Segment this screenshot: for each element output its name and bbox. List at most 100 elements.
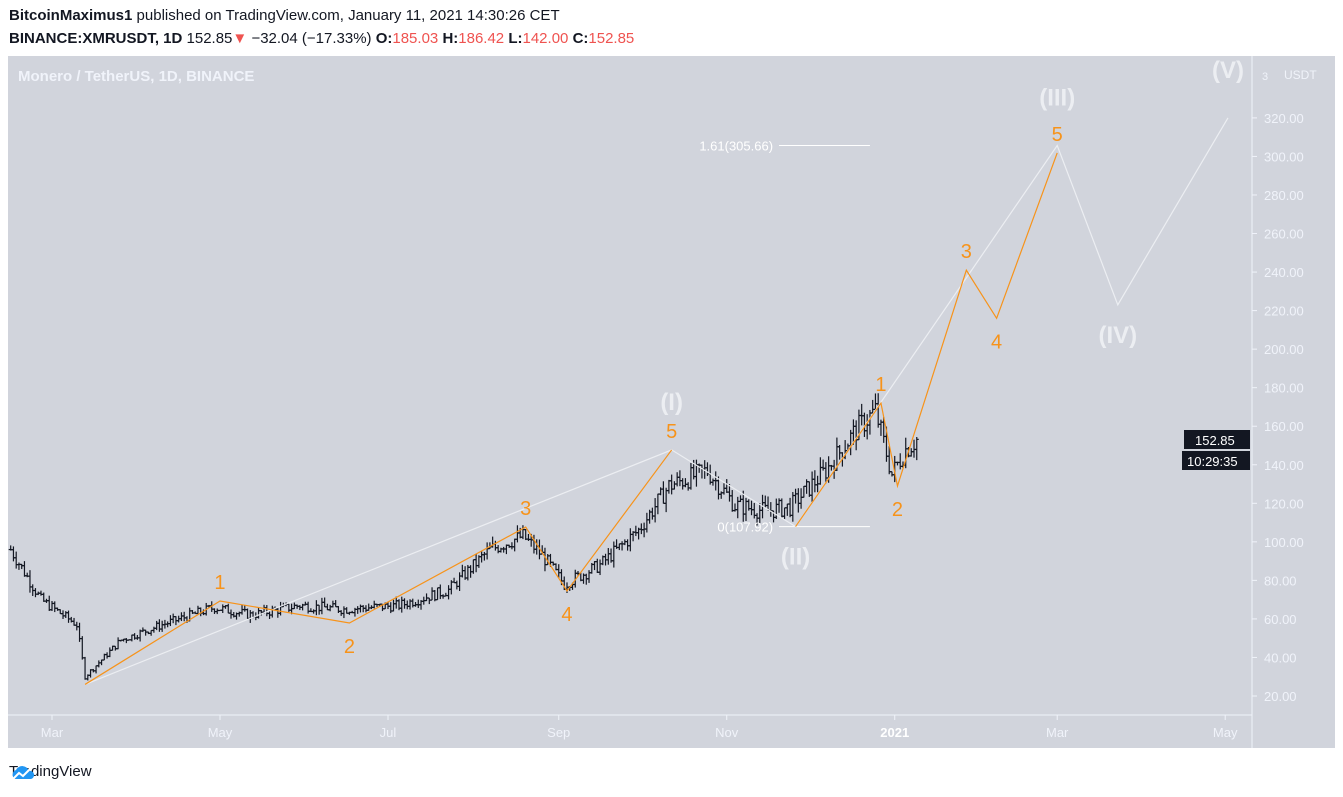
ohlc-bar: [454, 580, 459, 590]
y-tick-label: 80.00: [1264, 573, 1297, 588]
minor-wave-label: 2: [344, 636, 355, 658]
ohlc-bar: [22, 561, 27, 577]
ohlc-bar: [606, 548, 611, 565]
ohlc-bar: [914, 436, 919, 461]
ohlc-bar: [157, 619, 162, 632]
ohlc-bar: [683, 478, 688, 488]
ohlc-bar: [782, 507, 787, 520]
ohlc-bar: [598, 559, 603, 576]
minor-wave-label: 3: [520, 498, 531, 520]
x-tick-label: May: [208, 725, 233, 740]
ohlc-bar: [341, 606, 346, 619]
ohlc-bar: [105, 652, 110, 659]
y-tick-label: 60.00: [1264, 612, 1297, 627]
ohlc-bar: [435, 587, 440, 601]
ohlc-bar: [314, 600, 319, 616]
ohlc-bar: [592, 561, 597, 571]
ohlc-bar: [512, 538, 517, 552]
ohlc-bar: [628, 528, 633, 552]
ohlc-bar: [363, 605, 368, 613]
chart-title: Monero / TetherUS, 1D, BINANCE: [18, 68, 254, 85]
major-wave-label: (IV): [1098, 322, 1137, 349]
ohlc-bar: [799, 488, 804, 509]
ohlc-bar: [427, 597, 432, 605]
ohlc-bar: [482, 551, 487, 561]
ohlc-bar: [471, 559, 476, 574]
author-name[interactable]: BitcoinMaximus1: [9, 7, 133, 24]
ohlc-bar: [402, 598, 407, 609]
ohlc-bar: [355, 606, 360, 614]
ohlc-bar: [653, 498, 658, 523]
ohlc-bar: [405, 600, 410, 610]
x-tick-label: Mar: [41, 725, 64, 740]
minor-wave-label: 1: [875, 374, 886, 396]
open-value: 185.03: [392, 30, 439, 47]
ohlc-bar: [876, 393, 881, 428]
low-value: 142.00: [522, 30, 569, 47]
ohlc-bar: [215, 608, 220, 615]
ohlc-bar: [730, 490, 735, 512]
ohlc-bar: [446, 585, 451, 600]
ohlc-bar: [129, 634, 134, 642]
ohlc-bar: [179, 612, 184, 622]
ohlc-bar: [801, 485, 806, 498]
ohlc-bar: [399, 596, 404, 613]
ohlc-bar: [27, 570, 32, 593]
ohlc-bar: [80, 636, 85, 660]
ohlc-bar: [779, 498, 784, 518]
ohlc-bar: [438, 584, 443, 600]
ohlc-bar: [328, 604, 333, 612]
ohlc-bar: [452, 577, 457, 584]
ohlc-bar: [245, 608, 250, 620]
ohlc-bar: [154, 620, 159, 631]
ohlc-bar: [160, 620, 165, 632]
ohlc-bar: [52, 601, 57, 613]
y-tick-label: 120.00: [1264, 496, 1304, 511]
y-tick-label: 240.00: [1264, 265, 1304, 280]
ohlc-bar: [785, 503, 790, 516]
ohlc-bar: [644, 512, 649, 533]
ohlc-bar: [366, 603, 371, 611]
y-tick-label: 140.00: [1264, 458, 1304, 473]
ohlc-bar: [501, 546, 506, 553]
ohlc-bar: [793, 488, 798, 504]
ohlc-bar: [810, 471, 815, 502]
ohlc-bar: [642, 522, 647, 538]
ohlc-bar: [33, 588, 38, 598]
ohlc-bar: [151, 626, 156, 633]
close-value: 152.85: [588, 30, 635, 47]
y-tick-label: 300.00: [1264, 149, 1304, 164]
ohlc-bar: [19, 563, 24, 570]
ohlc-bar: [699, 464, 704, 479]
ohlc-bar: [672, 481, 677, 490]
x-tick-label: Sep: [547, 725, 570, 740]
high-label: H:: [442, 30, 459, 47]
ohlc-bar: [669, 474, 674, 495]
ohlc-bar: [837, 444, 842, 460]
ohlc-bar: [686, 482, 691, 491]
ohlc-bar: [275, 607, 280, 618]
ohlc-bar: [94, 665, 99, 674]
tradingview-logo[interactable]: TradingView: [9, 763, 92, 780]
major-wave-label: (II): [781, 544, 810, 571]
ohlc-bar: [622, 539, 627, 546]
ohlc-bar: [664, 487, 669, 513]
ohlc-bar: [620, 541, 625, 551]
ohlc-bar: [504, 544, 509, 555]
cloud-logo-icon: [12, 766, 35, 780]
x-tick-label: Nov: [715, 725, 739, 740]
minor-wave-label: 4: [991, 331, 1002, 353]
ohlc-bar: [752, 502, 757, 519]
price-chart[interactable]: Monero / TetherUS, 1D, BINANCE 3 USDT 320.…: [8, 56, 1335, 748]
chart-canvas[interactable]: Monero / TetherUS, 1D, BINANCE 3 USDT320.…: [8, 56, 1335, 748]
y-tick-label: 320.00: [1264, 111, 1304, 126]
ohlc-bar: [410, 598, 415, 608]
y-tick-label: 200.00: [1264, 342, 1304, 357]
ohlc-bar: [661, 481, 666, 504]
ohlc-bar: [867, 409, 872, 435]
ohlc-bar: [248, 610, 253, 623]
ohlc-bar: [391, 599, 396, 612]
y-tick-label: 180.00: [1264, 381, 1304, 396]
ohlc-bar: [96, 660, 101, 668]
ohlc-bar: [430, 587, 435, 601]
